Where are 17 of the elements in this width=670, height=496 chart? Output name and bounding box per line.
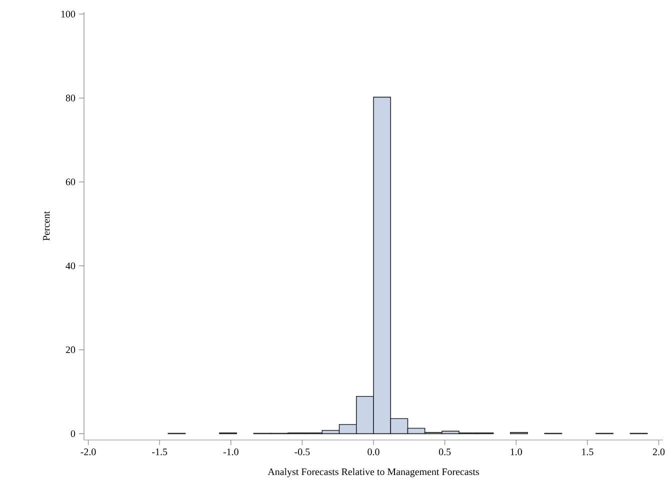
y-tick-label: 60 xyxy=(66,178,76,186)
x-tick-label: -2.0 xyxy=(80,448,96,456)
x-tick-label: 2.0 xyxy=(652,448,665,456)
y-axis-title: Percent xyxy=(43,211,50,241)
x-tick-label: 1.5 xyxy=(582,448,594,456)
x-tick-label: 1.0 xyxy=(510,448,522,456)
y-tick-label: 20 xyxy=(66,346,76,354)
y-tick-label: 80 xyxy=(66,94,76,102)
y-tick-label: 0 xyxy=(70,430,76,438)
x-axis-title: Analyst Forecasts Relative to Management Forecasts xyxy=(268,468,479,478)
x-tick-label: -1.0 xyxy=(223,448,238,456)
x-tick-label: 0.0 xyxy=(368,448,380,456)
y-tick-label: 40 xyxy=(66,262,76,270)
x-tick-label: 0.5 xyxy=(438,448,451,456)
x-tick-label: -1.5 xyxy=(152,448,168,456)
x-tick-label: -0.5 xyxy=(294,448,310,456)
y-tick-label: 100 xyxy=(61,10,76,18)
